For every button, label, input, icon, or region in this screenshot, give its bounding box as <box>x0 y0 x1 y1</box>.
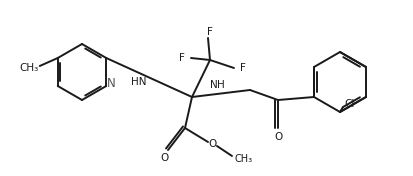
Text: HN: HN <box>131 77 147 87</box>
Text: CH₃: CH₃ <box>234 154 252 164</box>
Text: O: O <box>274 132 282 142</box>
Text: F: F <box>240 63 245 73</box>
Text: O: O <box>161 153 169 163</box>
Text: CH₃: CH₃ <box>19 63 38 73</box>
Text: O: O <box>209 139 216 149</box>
Text: F: F <box>179 53 185 63</box>
Text: N: N <box>210 80 217 90</box>
Text: H: H <box>216 80 224 90</box>
Text: Cl: Cl <box>344 99 354 109</box>
Text: N: N <box>107 77 115 90</box>
Text: F: F <box>206 27 212 37</box>
